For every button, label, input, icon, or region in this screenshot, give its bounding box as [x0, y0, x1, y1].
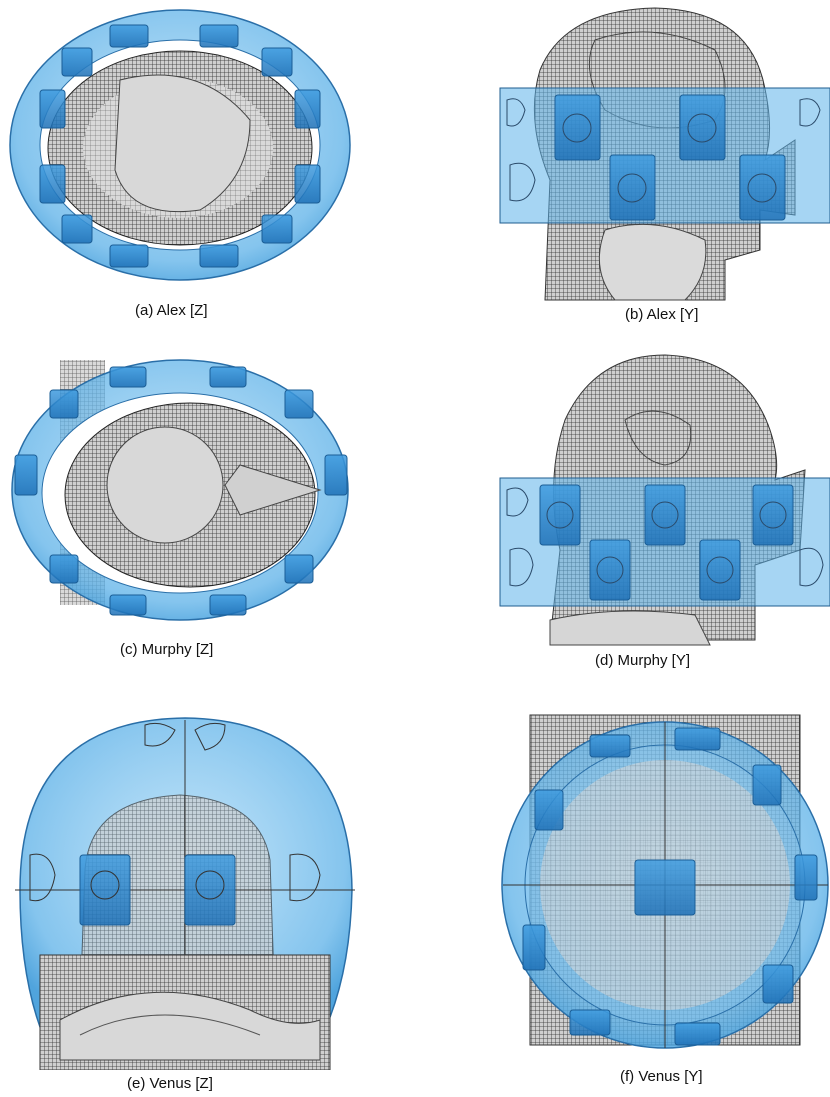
- alex-z-render: [9, 9, 351, 281]
- murphy-y-render: [499, 354, 830, 646]
- caption-e: (e) Venus [Z]: [127, 1075, 213, 1092]
- panel-c: (c) Murphy [Z]: [0, 345, 400, 665]
- caption-f: (f) Venus [Y]: [620, 1068, 703, 1085]
- murphy-z-render: [11, 359, 349, 621]
- caption-c: (c) Murphy [Z]: [120, 641, 214, 658]
- venus-z-render: [15, 717, 355, 1070]
- panel-f: (f) Venus [Y]: [495, 690, 830, 1097]
- panel-d: (d) Murphy [Y]: [495, 350, 830, 680]
- caption-b: (b) Alex [Y]: [625, 306, 699, 323]
- panel-a: (a) Alex [Z]: [0, 0, 400, 325]
- panel-b: (b) Alex [Y]: [495, 0, 830, 330]
- panel-e: (e) Venus [Z]: [0, 690, 400, 1097]
- caption-d: (d) Murphy [Y]: [595, 652, 691, 669]
- caption-a: (a) Alex [Z]: [135, 302, 208, 319]
- alex-y-render: [499, 7, 830, 301]
- venus-y-render: [501, 714, 829, 1049]
